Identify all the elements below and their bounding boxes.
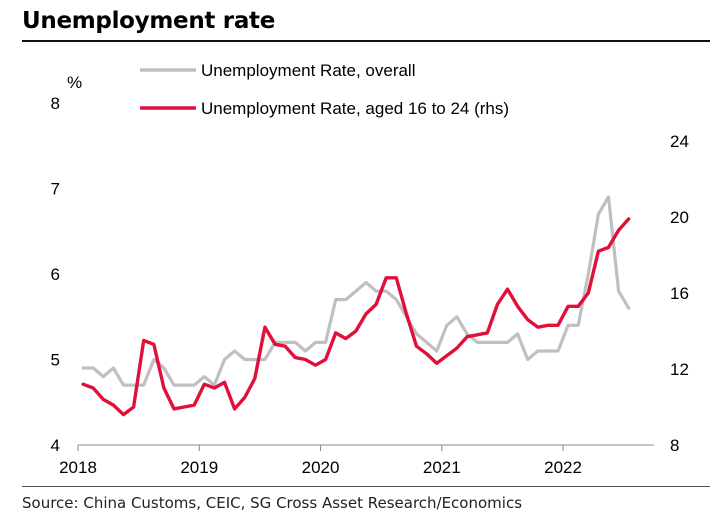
x-tick-label: 2021: [423, 458, 461, 477]
right-tick-label: 16: [670, 284, 689, 303]
right-tick-label: 12: [670, 360, 689, 379]
x-tick-label: 2018: [59, 458, 97, 477]
left-axis-unit: %: [67, 73, 82, 92]
series-line-overall: [81, 195, 631, 387]
x-tick-label: 2022: [544, 458, 582, 477]
line-chart: 2018 2019 2020 2021 2022 4 5 6 7 8% 8 12 16 20 24 Unem…: [51, 61, 689, 477]
left-tick-label: 7: [51, 180, 60, 199]
chart-title: Unemployment rate: [22, 8, 276, 34]
legend-label-youth: Unemployment Rate, aged 16 to 24 (rhs): [201, 99, 509, 118]
left-tick-label: 5: [51, 351, 60, 370]
right-tick-label: 20: [670, 208, 689, 227]
right-tick-label: 8: [670, 436, 679, 455]
x-tick-label: 2020: [302, 458, 340, 477]
left-tick-label: 8: [51, 94, 60, 113]
footer-rule: [22, 486, 710, 487]
left-tick-label: 6: [51, 265, 60, 284]
series-line-youth: [81, 217, 631, 417]
title-rule: [22, 40, 710, 42]
source-note: Source: China Customs, CEIC, SG Cross As…: [22, 494, 523, 512]
x-tick-label: 2019: [180, 458, 218, 477]
right-tick-label: 24: [670, 132, 689, 151]
legend-label-overall: Unemployment Rate, overall: [201, 61, 415, 80]
left-tick-label: 4: [51, 436, 60, 455]
